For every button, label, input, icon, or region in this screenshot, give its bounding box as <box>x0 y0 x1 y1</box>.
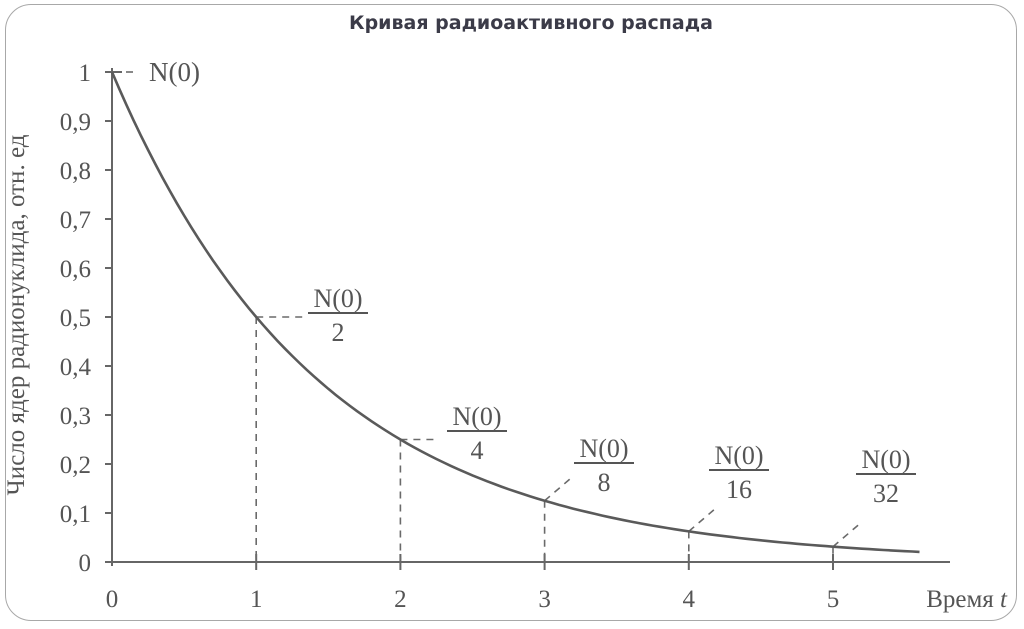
fraction-denominator: 2 <box>332 318 345 347</box>
fraction-denominator: 8 <box>598 468 611 497</box>
x-tick-label: 1 <box>250 586 263 613</box>
y-tick-label: 0,3 <box>60 403 91 430</box>
y-axis-ticks: 0 0,1 0,2 0,3 0,4 0,5 0,6 0,7 0,8 0,9 1 <box>60 60 122 577</box>
y-tick-label: 0,4 <box>60 354 92 381</box>
decay-curve <box>110 71 920 554</box>
x-axis-label-var: t <box>1000 586 1008 613</box>
fraction-denominator: 32 <box>873 479 899 508</box>
y-tick-label: 0,5 <box>60 305 91 332</box>
guide-diagonal <box>832 522 862 548</box>
x-tick-label: 4 <box>683 586 696 613</box>
x-tick-label: 5 <box>827 586 840 613</box>
fraction-label: N(0) 4 <box>447 402 507 465</box>
y-tick-label: 1 <box>79 60 92 87</box>
half-life-guides <box>126 71 862 560</box>
fraction-numerator: N(0) <box>861 445 910 474</box>
guide-diagonal <box>688 506 718 532</box>
y-tick-label: 0 <box>79 550 92 577</box>
x-tick-label: 0 <box>106 586 119 613</box>
fraction-label: N(0) 8 <box>574 434 634 497</box>
n0-label: N(0) <box>149 57 200 87</box>
y-tick-label: 0,1 <box>60 501 91 528</box>
fraction-label: N(0) 32 <box>856 445 916 508</box>
y-tick-label: 0,2 <box>60 452 91 479</box>
y-axis-label-group: Число ядер радионуклида, отн. ед <box>3 134 30 495</box>
y-axis-label: Число ядер радионуклида, отн. ед <box>3 134 30 495</box>
y-tick-label: 0,6 <box>60 256 91 283</box>
x-tick-label: 3 <box>538 586 551 613</box>
fraction-label: N(0) 2 <box>308 284 368 347</box>
x-tick-label: 2 <box>394 586 407 613</box>
axes <box>106 68 950 566</box>
fraction-label: N(0) 16 <box>709 441 769 504</box>
fraction-numerator: N(0) <box>452 402 501 431</box>
fraction-denominator: 16 <box>726 475 752 504</box>
guide-diagonal <box>544 476 574 502</box>
fraction-denominator: 4 <box>471 436 484 465</box>
x-axis-ticks: 0 1 2 3 4 5 <box>106 554 840 613</box>
fraction-numerator: N(0) <box>313 284 362 313</box>
x-axis-label: Время t <box>926 586 1008 613</box>
slide-frame <box>5 4 1017 621</box>
fraction-numerator: N(0) <box>579 434 628 463</box>
y-tick-label: 0,8 <box>60 158 91 185</box>
chart-title: Кривая радиоактивного распада <box>349 12 713 34</box>
fraction-numerator: N(0) <box>714 441 763 470</box>
y-tick-label: 0,7 <box>60 207 91 234</box>
y-tick-label: 0,9 <box>60 109 91 136</box>
x-axis-label-word: Время <box>926 586 1000 613</box>
fraction-annotations: N(0) N(0) 2 N(0) 4 N(0) 8 N(0) 16 N(0) 32 <box>149 57 916 508</box>
